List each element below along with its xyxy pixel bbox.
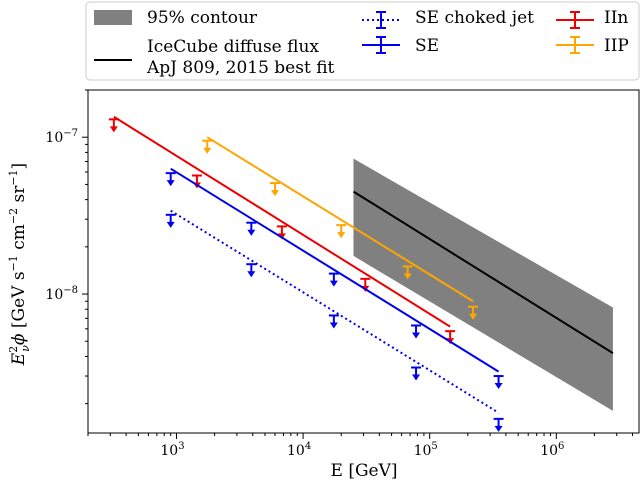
series-line-se-choked-jet bbox=[170, 209, 500, 414]
upper-limit-se-2 bbox=[328, 272, 339, 287]
upper-limit-arrow bbox=[329, 322, 338, 329]
upper-limit-arrow bbox=[494, 425, 503, 432]
upper-limit-arrow bbox=[494, 383, 503, 390]
legend-label-iin: IIn bbox=[604, 8, 628, 28]
series-se-choked-jet bbox=[165, 209, 504, 432]
legend-swatch-se bbox=[362, 36, 400, 54]
legend-label-icecube-line2: ApJ 809, 2015 best fit bbox=[146, 58, 335, 78]
upper-limit-iip-3 bbox=[402, 265, 413, 280]
upper-limit-arrow bbox=[247, 229, 256, 236]
x-tick-label-1: 104 bbox=[287, 441, 311, 459]
upper-limit-arrow bbox=[203, 147, 212, 154]
series-line-iip bbox=[206, 136, 474, 303]
legend-label-se-choked: SE choked jet bbox=[415, 8, 534, 28]
upper-limit-se-choked-jet-2 bbox=[328, 314, 339, 329]
upper-limit-se-choked-jet-4 bbox=[493, 417, 504, 432]
series-line-se bbox=[170, 167, 500, 373]
y-axis-label: E2νϕ [GeV s−1 cm−2 sr−1] bbox=[7, 163, 32, 366]
upper-limit-arrow bbox=[271, 190, 280, 197]
x-tick-label-3: 106 bbox=[540, 441, 564, 459]
legend-swatch-se-choked bbox=[362, 11, 400, 29]
legend-swatch-contour bbox=[94, 10, 132, 25]
axes-layer: 103 104 105 106 10−8 10−7 bbox=[45, 89, 640, 459]
contour-polygon bbox=[353, 158, 613, 411]
x-axis-label: E [GeV] bbox=[331, 461, 398, 481]
upper-limit-se-1 bbox=[246, 221, 257, 236]
upper-limit-iip-4 bbox=[468, 305, 479, 320]
upper-limit-se-3 bbox=[411, 324, 422, 339]
series-line-iin bbox=[113, 115, 451, 328]
x-tick-label-2: 105 bbox=[414, 441, 438, 459]
legend-swatch-iin bbox=[556, 11, 594, 29]
upper-limit-iip-2 bbox=[336, 224, 347, 239]
series-se bbox=[165, 167, 504, 390]
series-layer bbox=[108, 115, 614, 432]
legend-label-icecube: IceCube diffuse flux ApJ 809, 2015 best … bbox=[146, 37, 335, 78]
upper-limit-arrow bbox=[412, 332, 421, 339]
legend-frame bbox=[85, 1, 640, 81]
upper-limit-arrow bbox=[247, 271, 256, 278]
upper-limit-se-0 bbox=[165, 172, 176, 187]
series-iip bbox=[202, 136, 479, 320]
upper-limit-arrow bbox=[166, 180, 175, 187]
y-tick-label-0: 10−8 bbox=[45, 285, 78, 303]
upper-limit-arrow bbox=[166, 221, 175, 228]
upper-limit-se-choked-jet-1 bbox=[246, 263, 257, 278]
y-tick-label-1: 10−7 bbox=[45, 128, 78, 146]
legend-label-iip: IIP bbox=[604, 36, 629, 56]
upper-limit-arrow bbox=[109, 126, 118, 133]
upper-limit-se-choked-jet-3 bbox=[411, 366, 422, 381]
upper-limit-se-choked-jet-0 bbox=[165, 213, 176, 228]
upper-limit-arrow bbox=[403, 273, 412, 280]
x-tick-label-0: 103 bbox=[160, 441, 184, 459]
upper-limit-iip-0 bbox=[202, 139, 213, 154]
upper-limit-iin-0 bbox=[108, 118, 119, 133]
contour-band bbox=[353, 158, 613, 411]
legend-label-icecube-line1: IceCube diffuse flux bbox=[147, 37, 319, 57]
upper-limit-arrow bbox=[469, 313, 478, 320]
legend-swatch-iip bbox=[556, 36, 594, 54]
upper-limit-arrow bbox=[337, 232, 346, 239]
upper-limit-se-4 bbox=[493, 375, 504, 390]
upper-limit-arrow bbox=[412, 374, 421, 381]
upper-limit-arrow bbox=[329, 280, 338, 287]
legend-label-contour: 95% contour bbox=[147, 8, 258, 28]
upper-limit-iip-1 bbox=[270, 182, 281, 197]
legend-label-se: SE bbox=[415, 36, 439, 56]
icecube-fit-line bbox=[352, 190, 614, 354]
